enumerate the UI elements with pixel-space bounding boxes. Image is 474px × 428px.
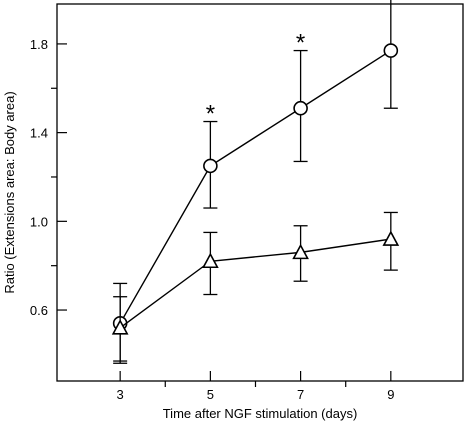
y-tick-label: 1.4: [30, 126, 48, 141]
data-point-circle: [203, 158, 218, 174]
y-axis-title: Ratio (Extensions area: Body area): [2, 91, 17, 293]
x-tick-label: 3: [117, 387, 124, 402]
data-point-circle: [383, 43, 399, 58]
data-point-circle: [293, 100, 308, 116]
data-point-triangle: [202, 252, 219, 269]
significance-asterisk: *: [386, 0, 395, 3]
series-triangle: [111, 211, 400, 364]
x-tick-label: 9: [387, 387, 394, 402]
significance-asterisk: *: [206, 100, 215, 127]
y-tick-label: 1.0: [30, 214, 48, 229]
y-tick-label: 0.6: [30, 303, 48, 318]
data-point-triangle: [292, 243, 309, 260]
x-axis-title: Time after NGF stimulation (days): [163, 406, 358, 421]
y-tick-label: 1.8: [30, 37, 48, 52]
data-point-triangle: [111, 319, 129, 335]
series-circle: [112, 0, 399, 362]
x-tick-label: 7: [297, 387, 304, 402]
plot-frame: [56, 3, 464, 382]
y-axis: 0.6 1.0 1.4 1.8: [30, 37, 67, 318]
significance-asterisk: *: [296, 29, 305, 56]
x-tick-label: 5: [207, 387, 214, 402]
series-line: [119, 49, 392, 324]
x-axis: 3 5 7 9: [117, 371, 394, 402]
series-line: [119, 238, 391, 329]
series-layer: [111, 0, 400, 364]
annotations: * * *: [206, 0, 396, 127]
data-point-triangle: [382, 230, 400, 246]
minor-ticks: [51, 87, 347, 387]
